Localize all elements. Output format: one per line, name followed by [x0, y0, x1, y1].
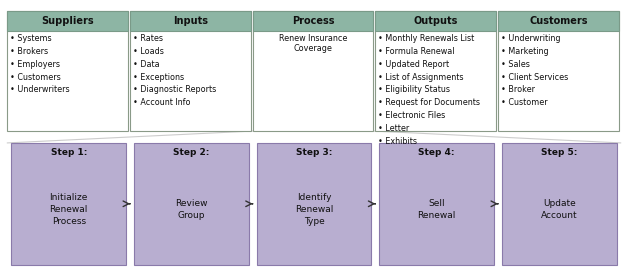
Text: Step 5:: Step 5:	[541, 148, 578, 157]
Bar	[252, 11, 373, 31]
Text: Customers: Customers	[529, 16, 588, 26]
Bar	[11, 143, 126, 265]
Bar	[502, 143, 617, 265]
Bar	[130, 11, 251, 31]
Text: Update
Account: Update Account	[541, 199, 578, 220]
Text: Inputs: Inputs	[173, 16, 208, 26]
Text: • Monthly Renewals List
• Formula Renewal
• Updated Report
• List of Assignments: • Monthly Renewals List • Formula Renewa…	[378, 34, 480, 146]
Text: Identify
Renewal
Type: Identify Renewal Type	[295, 193, 333, 226]
Bar	[376, 11, 496, 131]
Bar	[257, 143, 371, 265]
Text: Step 2:: Step 2:	[173, 148, 210, 157]
Bar	[8, 11, 128, 31]
Text: • Systems
• Brokers
• Employers
• Customers
• Underwriters: • Systems • Brokers • Employers • Custom…	[10, 34, 70, 95]
Text: Suppliers: Suppliers	[41, 16, 94, 26]
Text: • Rates
• Loads
• Data
• Exceptions
• Diagnostic Reports
• Account Info: • Rates • Loads • Data • Exceptions • Di…	[133, 34, 216, 107]
Bar	[130, 11, 251, 131]
Text: Step 3:: Step 3:	[296, 148, 332, 157]
Text: Renew Insurance
Coverage: Renew Insurance Coverage	[279, 34, 347, 53]
Bar	[376, 11, 496, 31]
Text: Outputs: Outputs	[413, 16, 458, 26]
Text: Review
Group: Review Group	[175, 199, 208, 220]
Bar	[379, 143, 494, 265]
Text: Initialize
Renewal
Process: Initialize Renewal Process	[50, 193, 88, 226]
Bar	[8, 11, 128, 131]
Bar	[252, 11, 373, 131]
Bar	[134, 143, 249, 265]
Text: Sell
Renewal: Sell Renewal	[418, 199, 456, 220]
Text: Step 4:: Step 4:	[418, 148, 455, 157]
Text: Step 1:: Step 1:	[50, 148, 87, 157]
Bar	[498, 11, 619, 131]
Text: Process: Process	[292, 16, 334, 26]
Bar	[498, 11, 619, 31]
Text: • Underwriting
• Marketing
• Sales
• Client Services
• Broker
• Customer: • Underwriting • Marketing • Sales • Cli…	[501, 34, 568, 107]
